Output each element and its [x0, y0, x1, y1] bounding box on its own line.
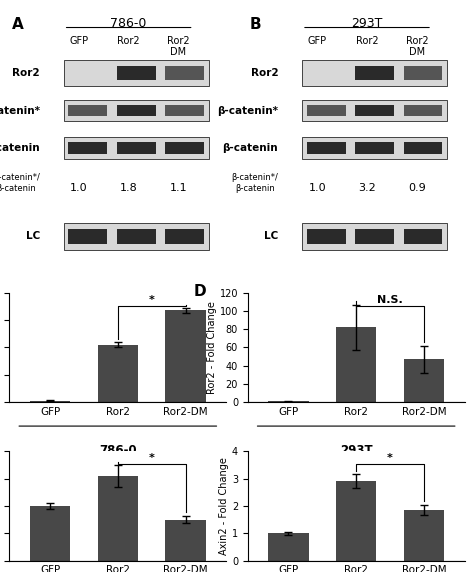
- FancyBboxPatch shape: [64, 223, 209, 250]
- FancyBboxPatch shape: [64, 59, 209, 86]
- FancyBboxPatch shape: [64, 100, 209, 121]
- Bar: [165, 311, 206, 402]
- FancyBboxPatch shape: [307, 229, 346, 244]
- Text: 3.2: 3.2: [358, 183, 376, 193]
- FancyBboxPatch shape: [117, 142, 155, 154]
- FancyBboxPatch shape: [68, 105, 107, 117]
- Bar: [403, 359, 444, 402]
- FancyBboxPatch shape: [404, 105, 442, 117]
- Text: *: *: [149, 453, 155, 463]
- FancyBboxPatch shape: [117, 66, 155, 81]
- FancyBboxPatch shape: [355, 142, 394, 154]
- Text: B: B: [250, 17, 262, 32]
- Bar: [165, 519, 206, 561]
- Text: Ror2: Ror2: [118, 35, 140, 46]
- Text: 293T: 293T: [340, 443, 373, 456]
- Text: 1.1: 1.1: [170, 183, 187, 193]
- FancyBboxPatch shape: [68, 142, 107, 154]
- Text: 1.0: 1.0: [70, 183, 88, 193]
- Text: β-catenin*/
β-catenin: β-catenin*/ β-catenin: [0, 173, 40, 193]
- FancyBboxPatch shape: [404, 142, 442, 154]
- FancyBboxPatch shape: [302, 137, 447, 159]
- Bar: [336, 481, 376, 561]
- FancyBboxPatch shape: [68, 229, 107, 244]
- Bar: [403, 510, 444, 561]
- Bar: [98, 344, 138, 402]
- Text: β-catenin: β-catenin: [223, 143, 278, 153]
- Text: *: *: [149, 295, 155, 305]
- Text: 1.0: 1.0: [309, 183, 326, 193]
- Text: 786-0: 786-0: [99, 443, 137, 456]
- FancyBboxPatch shape: [64, 137, 209, 159]
- Text: β-catenin*: β-catenin*: [217, 106, 278, 116]
- Bar: [98, 476, 138, 561]
- Text: 1.8: 1.8: [120, 183, 137, 193]
- Text: 786-0: 786-0: [110, 17, 147, 30]
- Text: GFP: GFP: [308, 35, 327, 46]
- Bar: [30, 400, 71, 402]
- FancyBboxPatch shape: [307, 105, 346, 117]
- Text: Ror2: Ror2: [12, 68, 40, 78]
- Bar: [336, 327, 376, 402]
- Y-axis label: Ror2 - Fold Change: Ror2 - Fold Change: [207, 301, 217, 394]
- Bar: [30, 506, 71, 561]
- Text: 0.9: 0.9: [408, 183, 426, 193]
- Bar: [268, 533, 309, 561]
- FancyBboxPatch shape: [404, 229, 442, 244]
- Text: Ror2
DM: Ror2 DM: [406, 35, 428, 57]
- FancyBboxPatch shape: [165, 142, 204, 154]
- Text: LC: LC: [264, 232, 278, 241]
- FancyBboxPatch shape: [355, 229, 394, 244]
- Text: A: A: [12, 17, 23, 32]
- Text: 293T: 293T: [351, 17, 383, 30]
- FancyBboxPatch shape: [355, 66, 394, 81]
- Text: *: *: [387, 453, 393, 463]
- FancyBboxPatch shape: [165, 229, 204, 244]
- Text: GFP: GFP: [69, 35, 88, 46]
- Text: N.S.: N.S.: [377, 295, 403, 305]
- Y-axis label: Axin2 - Fold Change: Axin2 - Fold Change: [219, 457, 229, 555]
- Text: Ror2
DM: Ror2 DM: [167, 35, 190, 57]
- FancyBboxPatch shape: [302, 100, 447, 121]
- Bar: [268, 401, 309, 402]
- Text: β-catenin*/
β-catenin: β-catenin*/ β-catenin: [231, 173, 278, 193]
- FancyBboxPatch shape: [117, 105, 155, 117]
- Text: β-catenin: β-catenin: [0, 143, 40, 153]
- FancyBboxPatch shape: [302, 59, 447, 86]
- FancyBboxPatch shape: [355, 105, 394, 117]
- FancyBboxPatch shape: [302, 223, 447, 250]
- FancyBboxPatch shape: [117, 229, 155, 244]
- FancyBboxPatch shape: [165, 66, 204, 81]
- Text: Ror2: Ror2: [251, 68, 278, 78]
- Text: Ror2: Ror2: [356, 35, 378, 46]
- Text: β-catenin*: β-catenin*: [0, 106, 40, 116]
- FancyBboxPatch shape: [404, 66, 442, 81]
- Text: D: D: [194, 284, 206, 299]
- Text: LC: LC: [26, 232, 40, 241]
- FancyBboxPatch shape: [307, 142, 346, 154]
- FancyBboxPatch shape: [165, 105, 204, 117]
